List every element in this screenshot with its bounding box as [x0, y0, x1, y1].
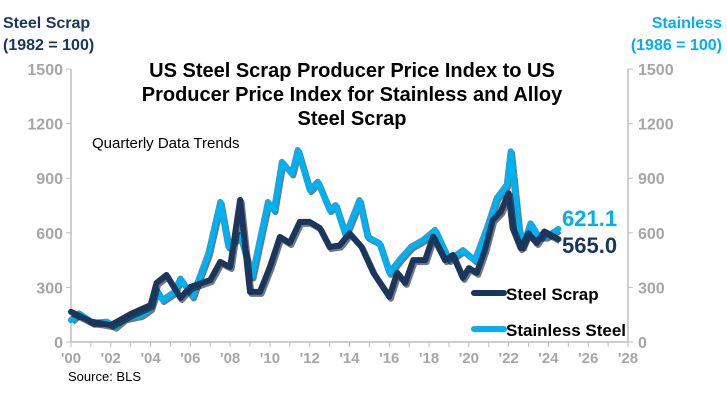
x-tick-label: '28 [618, 350, 638, 367]
x-tick-label: '06 [180, 350, 200, 367]
x-tick-label: '08 [220, 350, 240, 367]
y-tick-label-right: 300 [638, 280, 665, 297]
y-tick-label-left: 300 [36, 280, 63, 297]
series-line-steel-scrap [68, 190, 562, 329]
end-label-steel-scrap: 565.0 [562, 233, 617, 258]
x-tick-label: '18 [419, 350, 439, 367]
y-tick-label-right: 1500 [638, 62, 674, 79]
chart-title-line: US Steel Scrap Producer Price Index to U… [149, 60, 555, 82]
y-tick-label-left: 900 [36, 171, 63, 188]
x-tick-label: '10 [260, 350, 280, 367]
y-tick-label-right: 1200 [638, 117, 674, 134]
chart-title-line: Producer Price Index for Stainless and A… [142, 84, 563, 106]
y-tick-label-left: 0 [54, 335, 63, 352]
x-tick-label: '16 [379, 350, 399, 367]
x-tick-label: '02 [101, 350, 121, 367]
chart-title-line: Steel Scrap [298, 108, 407, 130]
y-tick-label-left: 1200 [27, 117, 63, 134]
source-note: Source: BLS [68, 369, 141, 384]
y-tick-label-left: 1500 [27, 62, 63, 79]
left-axis-title: Steel Scrap [3, 15, 90, 32]
right-axis-title: Stainless [652, 15, 722, 32]
right-axis-title: (1986 = 100) [631, 37, 722, 54]
chart-subtitle: Quarterly Data Trends [92, 135, 240, 152]
legend-label: Steel Scrap [506, 285, 599, 304]
legend-label: Stainless Steel [506, 321, 626, 340]
x-tick-label: '12 [300, 350, 320, 367]
x-tick-label: '24 [538, 350, 559, 367]
y-tick-label-right: 600 [638, 226, 665, 243]
x-tick-label: '04 [140, 350, 161, 367]
x-tick-label: '20 [459, 350, 479, 367]
end-label-stainless: 621.1 [562, 206, 617, 231]
left-axis-title: (1982 = 100) [3, 37, 94, 54]
y-tick-label-right: 900 [638, 171, 665, 188]
y-tick-label-right: 0 [638, 335, 647, 352]
x-tick-label: '22 [499, 350, 519, 367]
x-tick-label: '00 [61, 350, 81, 367]
x-tick-label: '26 [578, 350, 598, 367]
x-tick-label: '14 [339, 350, 360, 367]
y-tick-label-left: 600 [36, 226, 63, 243]
